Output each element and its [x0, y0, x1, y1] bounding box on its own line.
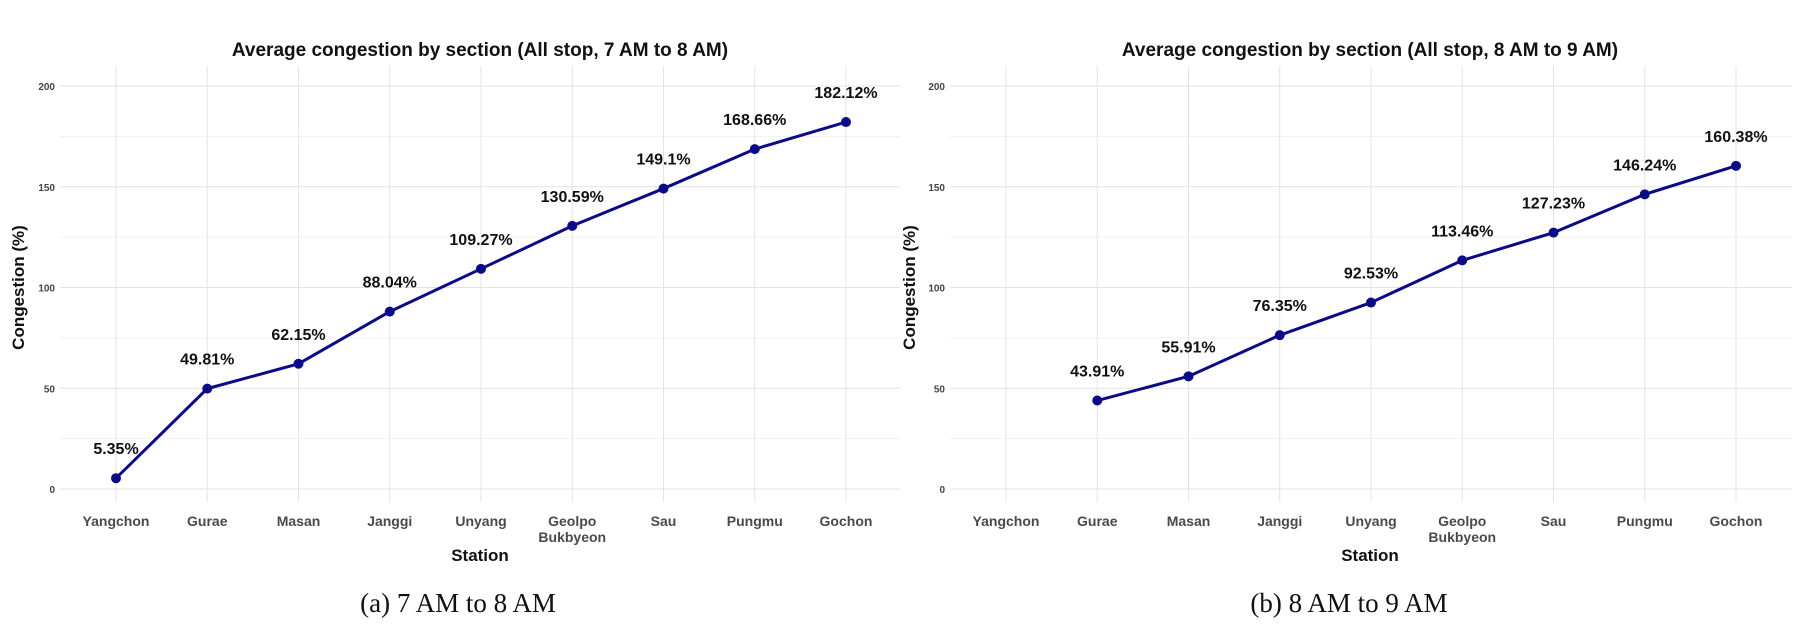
x-tick-label-line: Bukbyeon — [538, 529, 606, 545]
series-line — [1095, 164, 1738, 403]
data-label: 109.27% — [449, 232, 512, 249]
y-tick-label: 50 — [44, 384, 56, 395]
x-tick-label: Gurae — [187, 513, 228, 529]
x-tick-label-line: Yangchon — [83, 513, 150, 529]
data-label: 160.38% — [1704, 129, 1767, 146]
data-point — [567, 220, 578, 231]
x-tick-label: Masan — [1167, 513, 1211, 529]
x-tick-label-line: Unyang — [455, 513, 506, 529]
x-axis-label: Station — [1341, 546, 1399, 565]
x-tick-label: Pungmu — [727, 513, 783, 529]
y-tick-label: 150 — [38, 183, 55, 194]
x-tick-label-line: Geolpo — [1438, 513, 1486, 529]
y-axis-label: Congestion (%) — [9, 225, 28, 350]
chart-panel-2: Average congestion by section (All stop,… — [900, 40, 1792, 618]
x-tick-label: Yangchon — [83, 513, 150, 529]
y-axis-label: Congestion (%) — [900, 225, 919, 350]
chart-title: Average congestion by section (All stop,… — [1122, 40, 1618, 61]
data-label: 168.66% — [723, 112, 786, 129]
x-tick-label-line: Gochon — [820, 513, 873, 529]
data-point — [658, 183, 669, 194]
gridlines — [60, 66, 900, 502]
data-point — [749, 144, 760, 155]
data-point — [1366, 297, 1376, 308]
data-point — [841, 117, 851, 128]
data-label: 55.91% — [1161, 339, 1215, 356]
data-label: 62.15% — [271, 327, 325, 344]
y-tick-label: 150 — [928, 183, 945, 194]
figure-caption: (a) 7 AM to 8 AM — [360, 588, 556, 618]
data-point — [1731, 160, 1741, 171]
y-tick-label: 200 — [38, 82, 55, 93]
y-tick-label: 100 — [928, 284, 945, 295]
x-axis-label: Station — [451, 546, 509, 565]
x-tick-label: Gochon — [1710, 513, 1763, 529]
x-tick-label: Unyang — [1345, 513, 1396, 529]
data-point — [111, 473, 121, 484]
chart-panel-1: Average congestion by section (All stop,… — [9, 40, 900, 618]
data-point — [1274, 330, 1285, 341]
x-tick-label: Janggi — [1257, 513, 1302, 529]
x-tick-label-line: Pungmu — [1617, 513, 1673, 529]
x-tick-label: Yangchon — [973, 513, 1040, 529]
data-point — [1183, 371, 1194, 382]
data-label: 88.04% — [363, 275, 417, 292]
x-tick-label: Janggi — [367, 513, 412, 529]
x-tick-label: Sau — [1541, 513, 1567, 529]
x-tick-label-line: Masan — [1167, 513, 1211, 529]
x-tick-label-line: Janggi — [1257, 513, 1302, 529]
data-label: 43.91% — [1070, 364, 1124, 381]
data-label: 127.23% — [1522, 196, 1585, 213]
data-label: 49.81% — [180, 352, 234, 369]
data-label: 113.46% — [1431, 223, 1493, 240]
data-label: 5.35% — [93, 441, 138, 458]
x-tick-label: Unyang — [455, 513, 506, 529]
data-label: 182.12% — [814, 85, 877, 102]
x-tick-label: Geolpo Bukbyeon — [538, 513, 606, 545]
x-tick-label-line: Bukbyeon — [1428, 529, 1496, 545]
data-point — [1548, 227, 1559, 238]
x-tick-label-line: Janggi — [367, 513, 412, 529]
x-tick-label: Geolpo Bukbyeon — [1428, 513, 1496, 545]
data-label: 92.53% — [1344, 266, 1398, 283]
x-tick-label-line: Yangchon — [973, 513, 1040, 529]
x-tick-label: Gurae — [1077, 513, 1118, 529]
gridlines — [950, 66, 1792, 502]
y-tick-label: 50 — [934, 384, 946, 395]
x-tick-label: Masan — [277, 513, 321, 529]
x-tick-label-line: Masan — [277, 513, 321, 529]
x-tick-label-line: Geolpo — [548, 513, 596, 529]
data-point — [1092, 395, 1103, 406]
x-tick-label-line: Unyang — [1345, 513, 1396, 529]
data-point — [293, 358, 304, 369]
figure-caption: (b) 8 AM to 9 AM — [1250, 588, 1447, 618]
y-tick-label: 200 — [928, 82, 945, 93]
y-tick-label: 0 — [49, 485, 55, 496]
data-label: 146.24% — [1613, 157, 1676, 174]
data-point — [476, 263, 486, 274]
data-point — [202, 383, 213, 394]
data-point — [1457, 255, 1468, 266]
x-tick-label-line: Pungmu — [727, 513, 783, 529]
x-tick-label-line: Sau — [1541, 513, 1567, 529]
y-tick-label: 0 — [939, 485, 945, 496]
x-tick-label: Pungmu — [1617, 513, 1673, 529]
data-label: 76.35% — [1253, 298, 1307, 315]
x-tick-label: Gochon — [820, 513, 873, 529]
x-tick-label-line: Gurae — [187, 513, 228, 529]
data-label: 130.59% — [541, 189, 604, 206]
data-point — [1639, 189, 1650, 200]
x-tick-label: Sau — [651, 513, 677, 529]
chart-title: Average congestion by section (All stop,… — [232, 40, 728, 61]
y-tick-label: 100 — [38, 284, 55, 295]
data-label: 149.1% — [636, 152, 690, 169]
x-tick-label-line: Gochon — [1710, 513, 1763, 529]
data-point — [384, 306, 395, 317]
x-tick-label-line: Sau — [651, 513, 677, 529]
x-tick-label-line: Gurae — [1077, 513, 1118, 529]
